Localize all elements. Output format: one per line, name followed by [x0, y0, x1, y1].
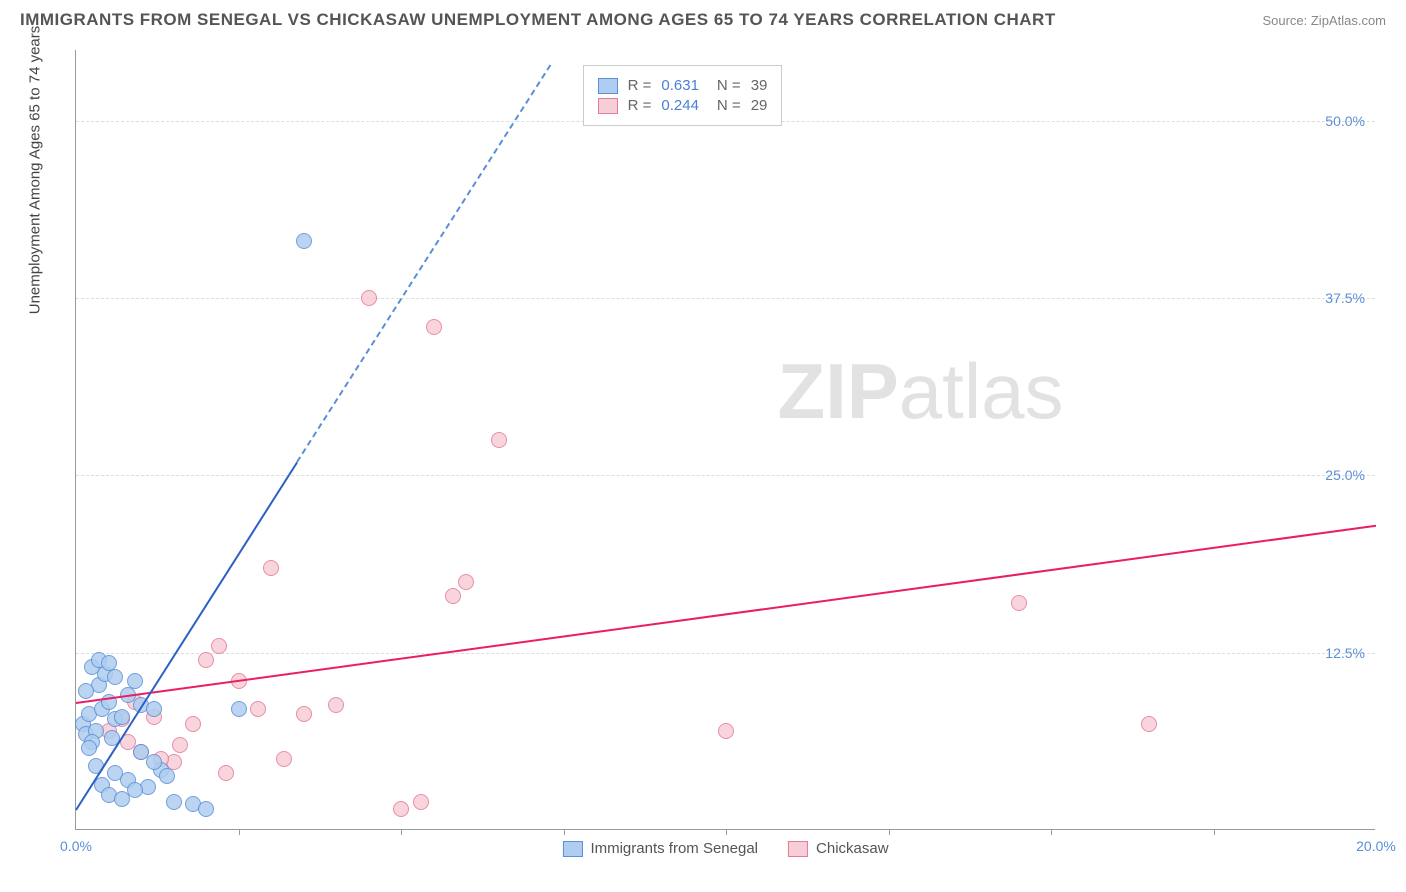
legend-item-blue: Immigrants from Senegal — [562, 840, 758, 857]
stats-swatch — [598, 78, 618, 94]
scatter-point — [393, 801, 409, 817]
y-axis-label: Unemployment Among Ages 65 to 74 years — [27, 26, 44, 315]
legend-label-blue: Immigrants from Senegal — [590, 840, 758, 857]
chart-title: IMMIGRANTS FROM SENEGAL VS CHICKASAW UNE… — [20, 10, 1056, 30]
stat-r-value: 0.244 — [661, 97, 699, 114]
legend-swatch-pink — [788, 841, 808, 857]
stat-n-label: N = — [717, 77, 741, 94]
scatter-point — [250, 701, 266, 717]
legend: Immigrants from Senegal Chickasaw — [562, 840, 888, 857]
source-label: Source: ZipAtlas.com — [1262, 13, 1386, 28]
x-tick-label: 0.0% — [60, 838, 92, 854]
scatter-point — [198, 652, 214, 668]
scatter-point — [114, 709, 130, 725]
trend-line-dashed — [296, 65, 551, 463]
stat-n-value: 39 — [751, 77, 768, 94]
legend-item-pink: Chickasaw — [788, 840, 889, 857]
y-tick-label: 25.0% — [1325, 467, 1365, 483]
x-minor-tick — [726, 829, 727, 835]
x-minor-tick — [239, 829, 240, 835]
trend-line — [75, 462, 298, 811]
scatter-point — [81, 740, 97, 756]
y-tick-label: 12.5% — [1325, 645, 1365, 661]
scatter-point — [198, 801, 214, 817]
x-minor-tick — [401, 829, 402, 835]
scatter-point — [328, 697, 344, 713]
stat-r-label: R = — [628, 97, 652, 114]
watermark-thin: atlas — [899, 347, 1064, 435]
stats-row: R = 0.244 N = 29 — [598, 97, 768, 114]
scatter-point — [458, 574, 474, 590]
scatter-point — [127, 673, 143, 689]
y-tick-label: 37.5% — [1325, 290, 1365, 306]
x-minor-tick — [1214, 829, 1215, 835]
scatter-point — [426, 319, 442, 335]
plot-area: ZIPatlas Immigrants from Senegal Chickas… — [75, 50, 1375, 830]
scatter-point — [159, 768, 175, 784]
stat-r-value: 0.631 — [661, 77, 699, 94]
scatter-point — [1011, 595, 1027, 611]
watermark: ZIPatlas — [777, 346, 1063, 437]
scatter-point — [491, 432, 507, 448]
stat-n-value: 29 — [751, 97, 768, 114]
scatter-point — [361, 290, 377, 306]
scatter-point — [146, 701, 162, 717]
scatter-point — [231, 701, 247, 717]
scatter-point — [107, 669, 123, 685]
scatter-point — [78, 683, 94, 699]
watermark-bold: ZIP — [777, 347, 898, 435]
legend-label-pink: Chickasaw — [816, 840, 889, 857]
scatter-point — [296, 233, 312, 249]
scatter-point — [172, 737, 188, 753]
stats-swatch — [598, 98, 618, 114]
stats-box: R = 0.631 N = 39 R = 0.244 N = 29 — [583, 65, 783, 126]
scatter-point — [185, 716, 201, 732]
chart-container: Unemployment Among Ages 65 to 74 years Z… — [50, 50, 1386, 850]
stat-n-label: N = — [717, 97, 741, 114]
scatter-point — [218, 765, 234, 781]
x-minor-tick — [889, 829, 890, 835]
scatter-point — [146, 754, 162, 770]
gridline — [76, 475, 1375, 476]
gridline — [76, 653, 1375, 654]
y-tick-label: 50.0% — [1325, 113, 1365, 129]
x-minor-tick — [1051, 829, 1052, 835]
scatter-point — [166, 794, 182, 810]
stats-row: R = 0.631 N = 39 — [598, 77, 768, 94]
scatter-point — [413, 794, 429, 810]
scatter-point — [296, 706, 312, 722]
trend-line — [76, 525, 1376, 704]
legend-swatch-blue — [562, 841, 582, 857]
stat-r-label: R = — [628, 77, 652, 94]
x-minor-tick — [564, 829, 565, 835]
gridline — [76, 298, 1375, 299]
x-tick-label: 20.0% — [1356, 838, 1396, 854]
scatter-point — [263, 560, 279, 576]
scatter-point — [1141, 716, 1157, 732]
scatter-point — [127, 782, 143, 798]
scatter-point — [445, 588, 461, 604]
scatter-point — [276, 751, 292, 767]
scatter-point — [718, 723, 734, 739]
scatter-point — [211, 638, 227, 654]
